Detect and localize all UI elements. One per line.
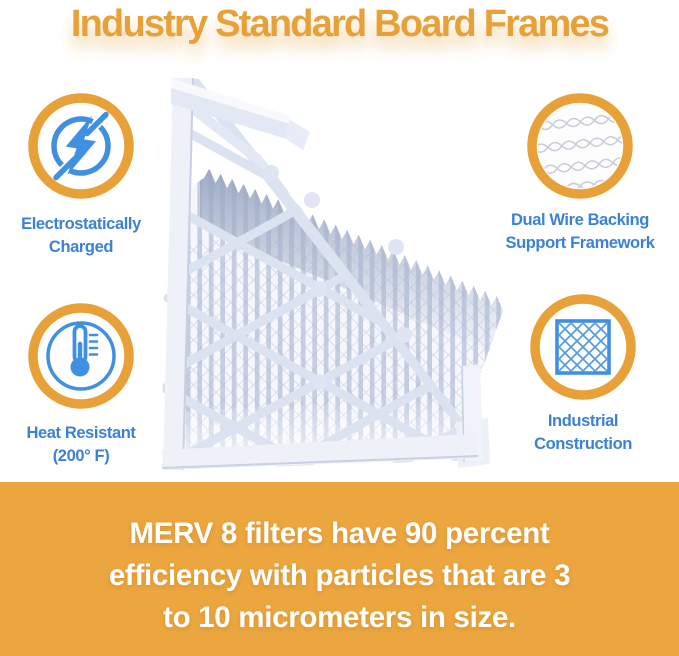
- feature-label-line: Electrostatically: [21, 215, 141, 233]
- lattice-grid-icon-svg: [530, 294, 636, 400]
- electrostatic-lightning-icon-svg: [28, 93, 134, 199]
- filter-pleats: [170, 168, 503, 466]
- feature-label-industrial: Industrial Construction: [493, 410, 673, 456]
- feature-label-heat: Heat Resistant (200° F): [0, 422, 171, 468]
- feature-label-line: Construction: [534, 435, 632, 453]
- banner: MERV 8 filters have 90 percent efficienc…: [0, 482, 679, 656]
- wire-mesh-icon-svg: [527, 93, 633, 199]
- feature-label-line: (200° F): [52, 447, 110, 465]
- banner-text-line: to 10 micrometers in size.: [163, 601, 516, 634]
- feature-label-line: Dual Wire Backing: [511, 211, 649, 229]
- thermometer-icon: [27, 302, 135, 410]
- feature-label-line: Industrial: [547, 412, 619, 430]
- lattice-grid-icon: [529, 293, 637, 401]
- banner-text-line: MERV 8 filters have 90 percent: [129, 517, 550, 550]
- feature-label-line: Heat Resistant: [26, 424, 136, 442]
- banner-text-line: efficiency with particles that are 3: [108, 559, 571, 592]
- electrostatic-lightning-icon: [27, 92, 135, 200]
- air-filter-illustration: [162, 77, 503, 471]
- lattice-nodes: [263, 165, 412, 390]
- filter-board-frame: [162, 77, 490, 471]
- thermometer-icon-svg: [28, 303, 134, 409]
- feature-label-electrostatic: Electrostatically Charged: [0, 213, 171, 259]
- feature-label-line: Charged: [48, 238, 114, 256]
- feature-label-line: Support Framework: [505, 234, 655, 252]
- air-filter-photo: [156, 70, 508, 472]
- feature-label-dual-wire: Dual Wire Backing Support Framework: [490, 209, 670, 255]
- wire-mesh-icon: [526, 92, 634, 200]
- page-title: Industry Standard Board Frames: [70, 3, 610, 45]
